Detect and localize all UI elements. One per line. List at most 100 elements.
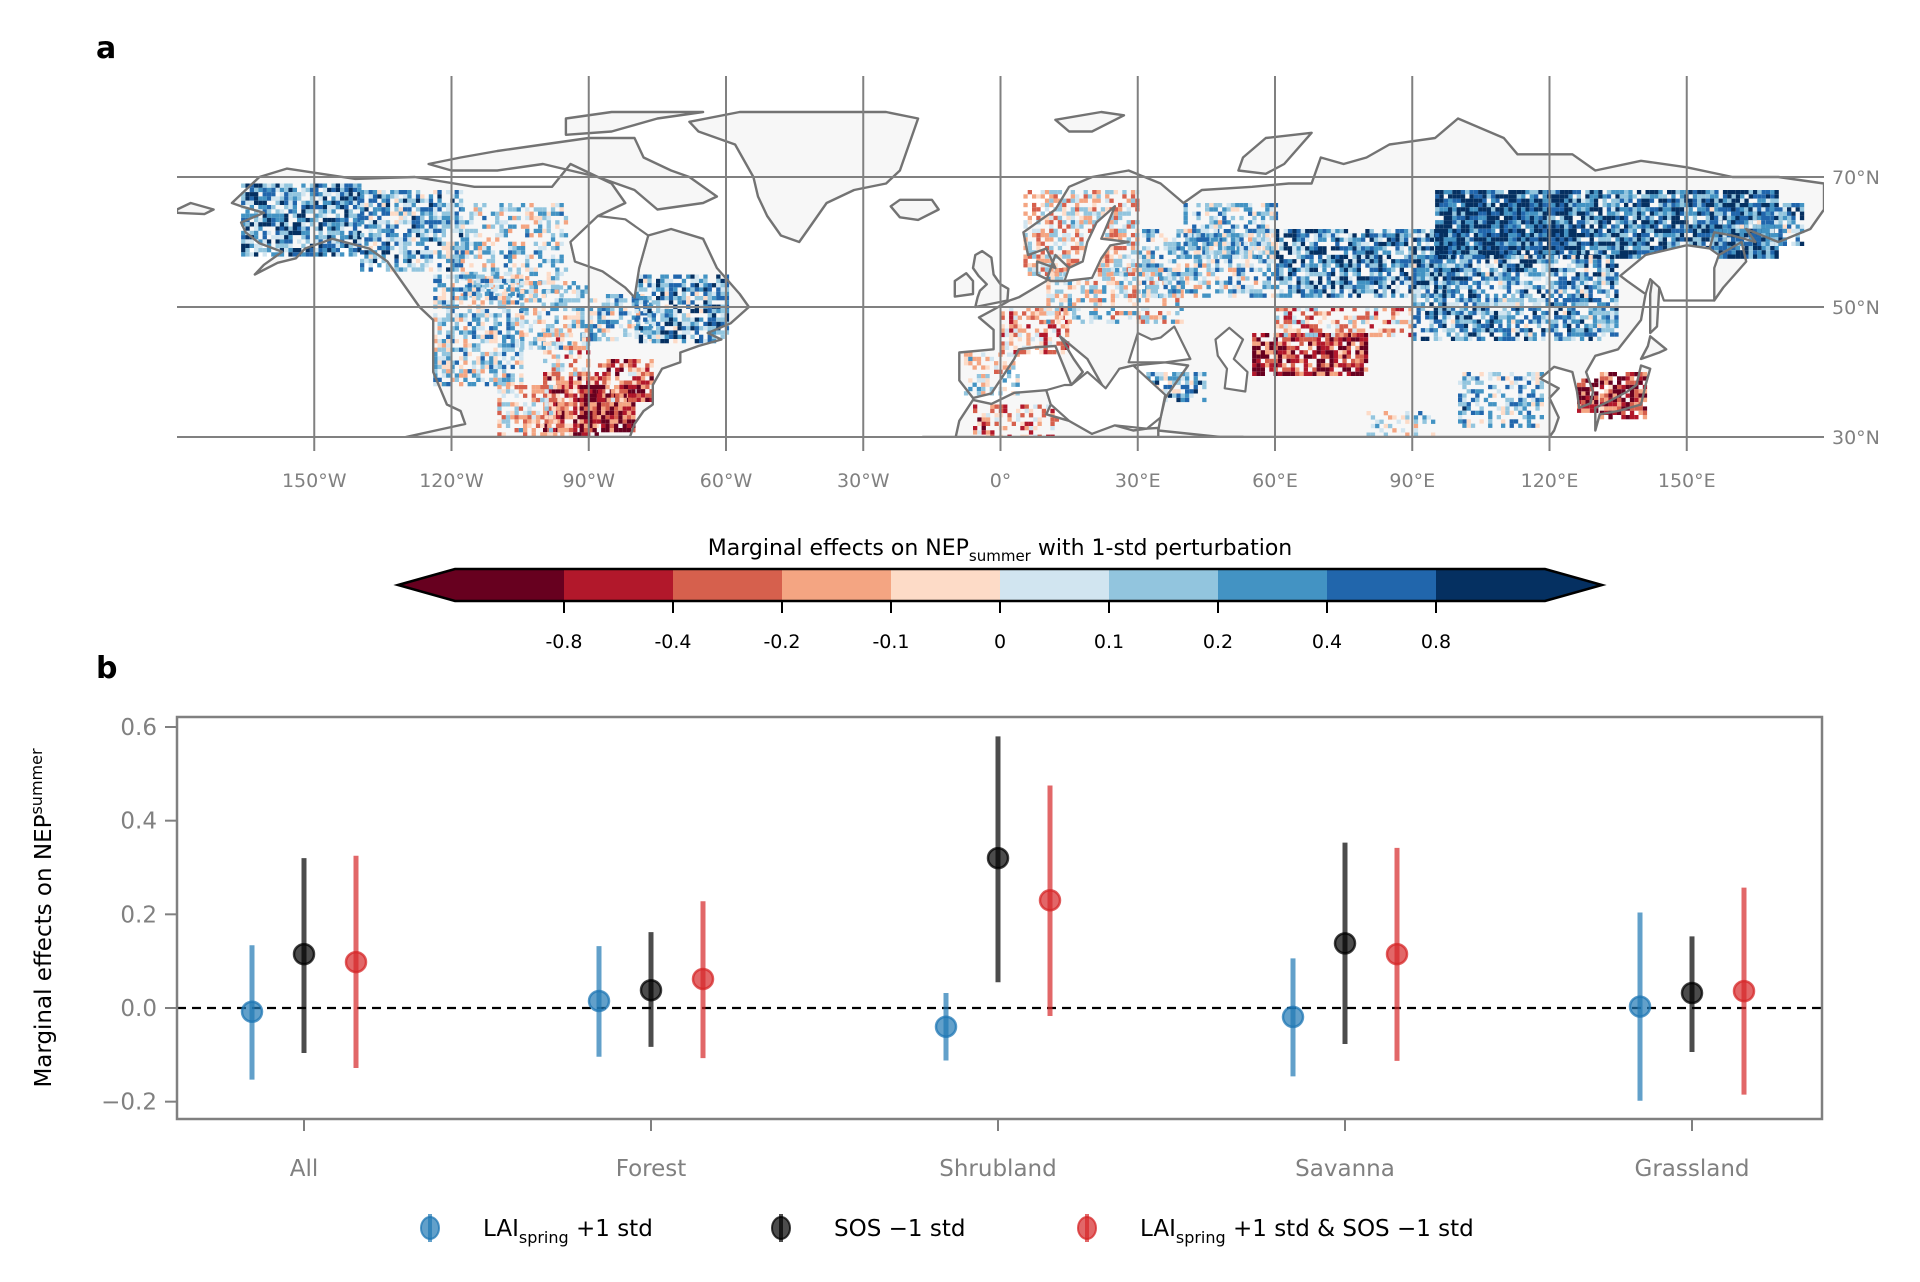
raster-cell <box>1568 220 1573 225</box>
raster-cell <box>568 432 574 437</box>
raster-cell <box>1062 237 1067 242</box>
raster-cell <box>1040 250 1045 255</box>
raster-cell <box>284 235 289 240</box>
raster-cell <box>477 246 483 251</box>
raster-cell <box>428 237 434 242</box>
raster-cell <box>508 293 513 298</box>
raster-cell <box>1243 246 1248 251</box>
raster-cell <box>1330 254 1336 260</box>
raster-cell <box>437 207 442 212</box>
raster-cell <box>631 406 636 411</box>
raster-cell <box>1448 241 1453 246</box>
raster-cell <box>1057 207 1063 212</box>
raster-cell <box>1443 207 1448 212</box>
raster-cell <box>1283 293 1288 298</box>
raster-cell <box>1335 307 1340 312</box>
raster-cell <box>632 397 637 402</box>
raster-cell <box>1015 378 1020 383</box>
raster-cell <box>477 207 483 212</box>
raster-cell <box>1275 307 1280 312</box>
raster-cell <box>394 233 399 238</box>
raster-cell <box>1369 284 1374 290</box>
raster-cell <box>550 211 556 216</box>
raster-cell <box>990 408 995 414</box>
raster-cell <box>288 230 293 236</box>
raster-cell <box>1113 258 1118 264</box>
raster-cell <box>433 215 438 221</box>
raster-cell <box>288 248 293 253</box>
raster-cell <box>1325 363 1330 368</box>
raster-cell <box>1256 350 1261 355</box>
raster-cell <box>1023 224 1028 229</box>
raster-cell <box>441 202 446 208</box>
raster-cell <box>437 296 442 301</box>
raster-cell <box>568 415 574 420</box>
raster-cell <box>241 183 246 188</box>
raster-cell <box>1309 332 1314 338</box>
raster-cell <box>985 430 991 435</box>
raster-cell <box>1339 289 1344 294</box>
raster-cell <box>576 293 581 299</box>
raster-cell <box>1343 246 1349 251</box>
raster-cell <box>1295 337 1300 342</box>
raster-cell <box>583 406 589 411</box>
raster-cell <box>555 337 561 342</box>
raster-cell <box>573 402 578 407</box>
raster-cell <box>1252 220 1257 225</box>
raster-cell <box>1378 284 1383 290</box>
raster-cell <box>454 267 459 272</box>
raster-cell <box>314 205 319 210</box>
raster-cell <box>1292 307 1297 312</box>
raster-cell <box>1265 233 1270 238</box>
raster-cell <box>1100 211 1106 216</box>
raster-cell <box>1559 198 1565 203</box>
raster-cell <box>428 258 434 264</box>
raster-cell <box>357 230 362 236</box>
raster-cell <box>486 237 491 242</box>
raster-cell <box>632 380 637 385</box>
raster-cell <box>385 198 391 203</box>
raster-cell <box>1279 280 1284 285</box>
raster-cell <box>567 324 572 329</box>
raster-cell <box>636 393 641 398</box>
raster-cell <box>1162 315 1167 320</box>
raster-cell <box>660 274 665 279</box>
raster-cell <box>1243 203 1248 208</box>
raster-cell <box>1176 289 1181 294</box>
raster-cell <box>1192 224 1197 229</box>
raster-cell <box>631 315 636 320</box>
raster-cell <box>560 380 565 385</box>
raster-cell <box>510 389 515 394</box>
raster-cell <box>1163 389 1168 394</box>
raster-cell <box>1369 237 1374 242</box>
raster-cell <box>433 202 438 208</box>
raster-cell <box>543 393 548 398</box>
raster-cell <box>437 237 442 242</box>
raster-cell <box>1534 215 1539 221</box>
raster-cell <box>403 237 408 242</box>
raster-cell <box>1083 190 1088 195</box>
raster-cell <box>502 343 507 348</box>
raster-cell <box>1185 280 1190 285</box>
raster-cell <box>579 397 584 403</box>
raster-cell <box>446 241 451 246</box>
raster-cell <box>668 296 674 301</box>
raster-cell <box>1308 345 1313 351</box>
raster-cell <box>1373 289 1379 294</box>
raster-cell <box>506 326 511 331</box>
raster-cell <box>1460 245 1466 251</box>
raster-cell <box>1491 198 1496 203</box>
raster-cell <box>1209 246 1214 251</box>
raster-cell <box>499 293 504 298</box>
raster-cell <box>677 334 682 339</box>
raster-cell <box>1465 207 1470 212</box>
raster-cell <box>583 393 589 398</box>
raster-cell <box>1236 284 1241 290</box>
raster-cell <box>1040 258 1045 264</box>
raster-cell <box>1185 289 1190 294</box>
raster-cell <box>403 250 408 255</box>
raster-cell <box>972 356 977 362</box>
raster-cell <box>1235 224 1240 229</box>
raster-cell <box>545 328 551 333</box>
raster-cell <box>471 317 477 322</box>
